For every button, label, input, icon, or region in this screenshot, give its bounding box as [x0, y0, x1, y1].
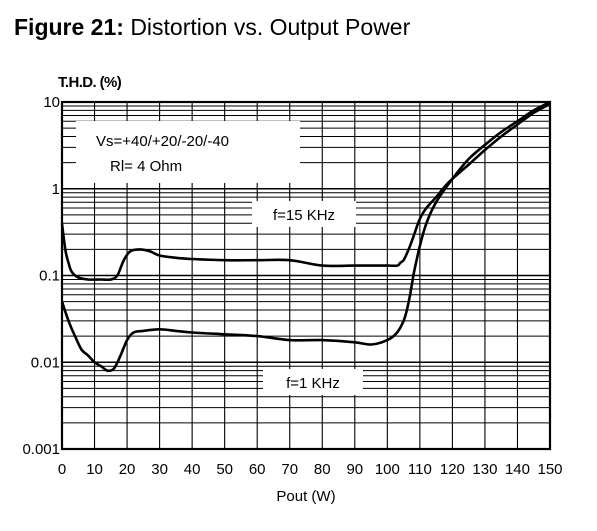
chart-series — [60, 100, 551, 373]
x-tick-label: 40 — [184, 461, 201, 478]
x-tick-label: 10 — [86, 461, 103, 478]
x-axis-label: Pout (W) — [276, 488, 335, 505]
x-tick-label: 150 — [537, 461, 562, 478]
load-annotation: Rl= 4 Ohm — [110, 158, 182, 175]
x-tick-label: 60 — [249, 461, 266, 478]
x-tick-label: 0 — [58, 461, 66, 478]
x-tick-label: 100 — [375, 461, 400, 478]
y-tick-label: 0.1 — [39, 268, 60, 285]
supply-voltage-annotation: Vs=+40/+20/-20/-40 — [96, 133, 229, 150]
y-tick-label: 0.01 — [31, 354, 60, 371]
label-background — [263, 369, 363, 395]
x-tick-label: 130 — [472, 461, 497, 478]
y-axis-label: T.H.D. (%) — [58, 74, 122, 91]
x-tick-label: 30 — [151, 461, 168, 478]
figure-title: Figure 21: Distortion vs. Output Power — [14, 14, 410, 41]
series-line-1khz — [60, 100, 551, 373]
x-tick-label: 80 — [314, 461, 331, 478]
y-tick-label: 10 — [43, 94, 60, 111]
y-tick-label: 1 — [52, 181, 60, 198]
x-tick-label: 50 — [216, 461, 233, 478]
y-tick-label: 0.001 — [22, 441, 60, 458]
plot-frame — [60, 100, 552, 451]
figure-number: Figure 21: — [14, 14, 124, 40]
figure-caption: Distortion vs. Output Power — [130, 14, 411, 40]
label-background — [76, 121, 300, 183]
series-label-15khz: f=15 KHz — [273, 207, 335, 224]
x-tick-label: 140 — [505, 461, 530, 478]
series-label-1khz: f=1 KHz — [286, 375, 340, 392]
label-background — [252, 201, 356, 227]
x-tick-label: 110 — [408, 461, 432, 478]
chart-annotations: Vs=+40/+20/-20/-40 Rl= 4 Ohm f=15 KHz f=1 K… — [76, 121, 363, 395]
x-tick-label: 120 — [440, 461, 465, 478]
x-tick-label: 70 — [281, 461, 298, 478]
x-tick-label: 90 — [346, 461, 363, 478]
chart-tick-labels: 0 10 20 30 40 50 60 70 80 90 100 110 120 130 140 150 10 1… — [22, 94, 562, 478]
x-tick-label: 20 — [119, 461, 136, 478]
